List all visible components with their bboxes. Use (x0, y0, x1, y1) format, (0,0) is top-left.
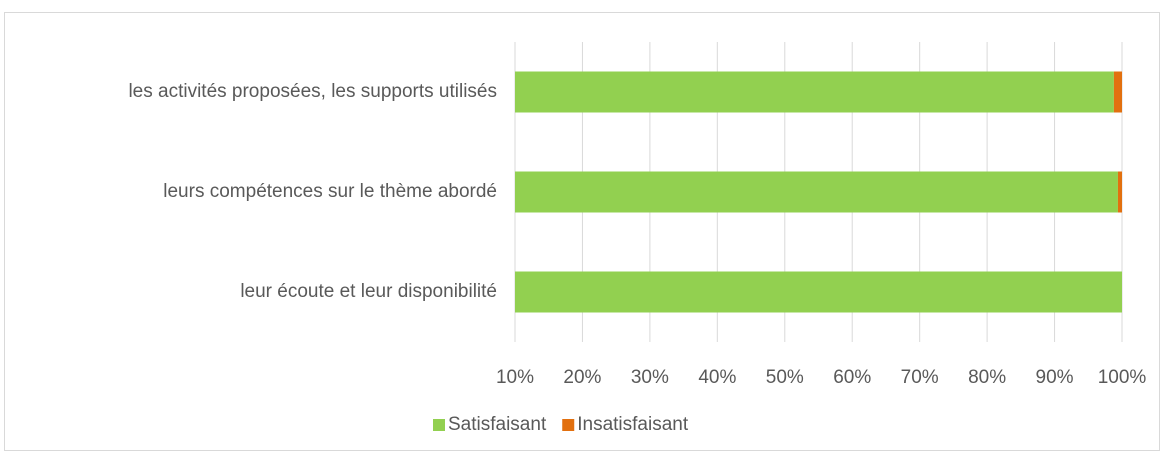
legend-swatch (562, 419, 575, 431)
x-tick-label: 70% (901, 367, 939, 388)
x-tick-label: 10% (496, 367, 534, 388)
x-tick-label: 90% (1036, 367, 1074, 388)
x-tick-label: 100% (1098, 367, 1147, 388)
bar-segment (1117, 171, 1122, 213)
bar-segment (1113, 71, 1122, 113)
x-tick-label: 40% (698, 367, 736, 388)
x-tick-label: 20% (563, 367, 601, 388)
y-tick-label: les activités proposées, les supports ut… (128, 81, 497, 102)
legend-label: Insatisfaisant (577, 414, 689, 435)
x-tick-label: 60% (833, 367, 871, 388)
legend-swatch (433, 419, 445, 431)
bar-segment (515, 71, 1114, 113)
legend-label: Satisfaisant (448, 414, 547, 435)
x-tick-label: 80% (968, 367, 1006, 388)
y-tick-label: leurs compétences sur le thème abordé (163, 181, 497, 202)
x-tick-label: 30% (631, 367, 669, 388)
x-tick-label: 50% (766, 367, 804, 388)
bar-segment (515, 271, 1122, 313)
bar-segment (515, 171, 1118, 213)
y-tick-label: leur écoute et leur disponibilité (240, 281, 497, 302)
